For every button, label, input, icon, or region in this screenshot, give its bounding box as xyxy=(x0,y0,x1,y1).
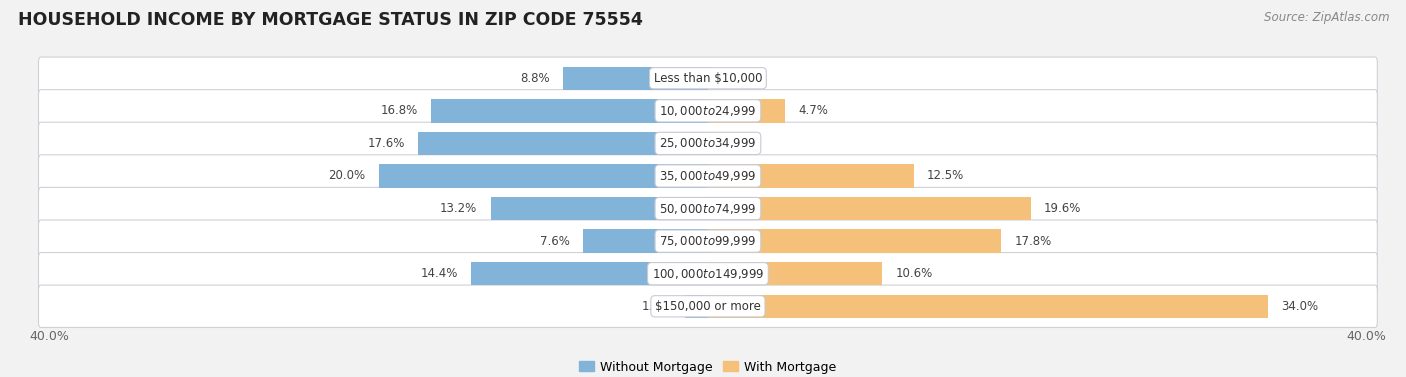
Text: $50,000 to $74,999: $50,000 to $74,999 xyxy=(659,202,756,216)
Text: 0.0%: 0.0% xyxy=(721,72,751,85)
Text: 1.4%: 1.4% xyxy=(641,300,672,313)
Text: $10,000 to $24,999: $10,000 to $24,999 xyxy=(659,104,756,118)
FancyBboxPatch shape xyxy=(38,220,1378,262)
Text: 12.5%: 12.5% xyxy=(927,170,965,182)
Bar xyxy=(471,262,709,285)
Text: Less than $10,000: Less than $10,000 xyxy=(654,72,762,85)
FancyBboxPatch shape xyxy=(38,253,1378,295)
Bar xyxy=(709,197,1031,220)
Text: 13.2%: 13.2% xyxy=(440,202,478,215)
FancyBboxPatch shape xyxy=(38,122,1378,165)
Text: 14.4%: 14.4% xyxy=(420,267,457,280)
Bar xyxy=(582,230,709,253)
FancyBboxPatch shape xyxy=(38,285,1378,328)
Text: 34.0%: 34.0% xyxy=(1281,300,1317,313)
Bar xyxy=(562,66,709,90)
FancyBboxPatch shape xyxy=(38,155,1378,197)
Bar xyxy=(709,99,786,123)
Bar xyxy=(491,197,709,220)
Text: $150,000 or more: $150,000 or more xyxy=(655,300,761,313)
Bar xyxy=(685,294,709,318)
Bar xyxy=(418,132,709,155)
Bar xyxy=(709,164,914,188)
Legend: Without Mortgage, With Mortgage: Without Mortgage, With Mortgage xyxy=(576,358,839,376)
Text: $75,000 to $99,999: $75,000 to $99,999 xyxy=(659,234,756,248)
Text: Source: ZipAtlas.com: Source: ZipAtlas.com xyxy=(1264,11,1389,24)
Text: $100,000 to $149,999: $100,000 to $149,999 xyxy=(652,267,763,281)
Text: 19.6%: 19.6% xyxy=(1043,202,1081,215)
Text: 0.0%: 0.0% xyxy=(721,137,751,150)
Text: 17.6%: 17.6% xyxy=(367,137,405,150)
FancyBboxPatch shape xyxy=(38,57,1378,100)
Text: 20.0%: 20.0% xyxy=(328,170,366,182)
Bar xyxy=(709,294,1268,318)
Text: 17.8%: 17.8% xyxy=(1014,234,1052,248)
Bar xyxy=(378,164,709,188)
Text: HOUSEHOLD INCOME BY MORTGAGE STATUS IN ZIP CODE 75554: HOUSEHOLD INCOME BY MORTGAGE STATUS IN Z… xyxy=(18,11,643,29)
FancyBboxPatch shape xyxy=(38,90,1378,132)
Text: 10.6%: 10.6% xyxy=(896,267,934,280)
Text: $35,000 to $49,999: $35,000 to $49,999 xyxy=(659,169,756,183)
Bar xyxy=(709,230,1001,253)
FancyBboxPatch shape xyxy=(38,187,1378,230)
Bar xyxy=(432,99,709,123)
Text: 16.8%: 16.8% xyxy=(381,104,418,117)
Text: 4.7%: 4.7% xyxy=(799,104,828,117)
Text: $25,000 to $34,999: $25,000 to $34,999 xyxy=(659,136,756,150)
Text: 7.6%: 7.6% xyxy=(540,234,569,248)
Text: 8.8%: 8.8% xyxy=(520,72,550,85)
Bar xyxy=(709,262,883,285)
